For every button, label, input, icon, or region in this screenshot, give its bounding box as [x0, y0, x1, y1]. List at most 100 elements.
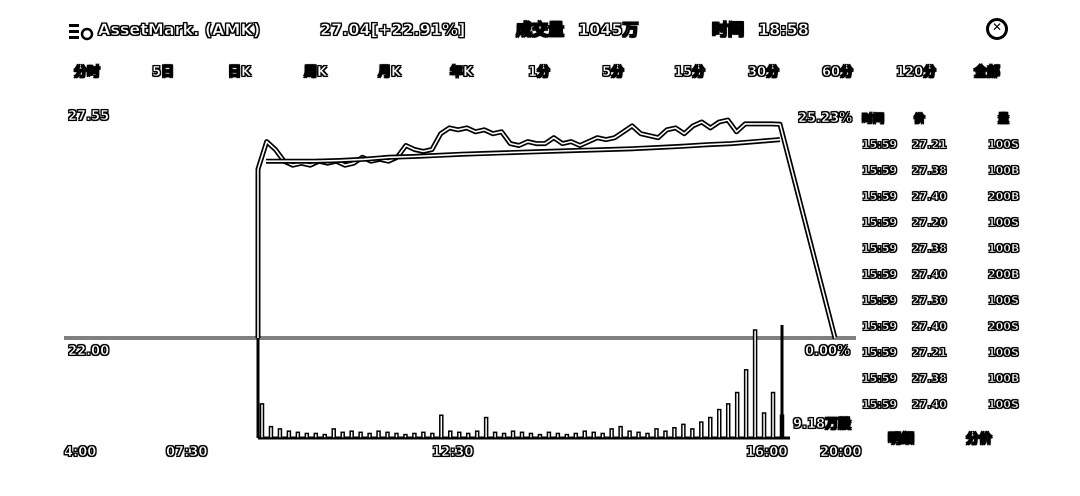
tab-2[interactable]: 日K: [228, 65, 252, 80]
volume-bar: [699, 421, 704, 439]
pct-high-label: 25.23%: [798, 111, 853, 126]
volume-bar: [456, 431, 462, 439]
volume-bar: [421, 431, 426, 439]
tab-trade-detail[interactable]: 明细: [888, 432, 915, 447]
x-tick-label-2: 12:30: [432, 445, 474, 460]
volume-bar: [537, 433, 543, 439]
volume-bar: [412, 432, 417, 439]
volume-bar: [367, 432, 372, 439]
volume-bar: [609, 428, 614, 439]
trade-time: 15:59: [862, 138, 898, 151]
price-high-label: 27.55: [68, 109, 110, 124]
trade-row: 15:59 27.40 100S: [858, 396, 1028, 418]
trade-row: 15:59 27.38 100B: [858, 370, 1028, 392]
tab-12[interactable]: 全部: [974, 65, 1001, 80]
trade-time: 15:59: [862, 372, 898, 385]
volume-bar: [394, 432, 399, 439]
volume-bar: [474, 430, 480, 439]
volume-bar: [672, 427, 677, 439]
volume-bar: [376, 430, 381, 439]
trade-row: 15:59 27.20 100S: [858, 214, 1028, 236]
average-series-line: [266, 138, 781, 162]
trade-header-time: 时间: [862, 112, 885, 125]
tab-10[interactable]: 60分: [822, 65, 854, 80]
trade-volume: 100S: [988, 216, 1019, 229]
trade-volume: 100S: [988, 294, 1019, 307]
trade-price: 27.38: [912, 164, 947, 177]
trade-price: 27.38: [912, 242, 947, 255]
trade-volume: 200B: [988, 190, 1020, 203]
stock-name: AssetMark. (AMK): [98, 20, 261, 39]
volume-bar: [313, 432, 319, 439]
trade-price: 27.21: [912, 346, 947, 359]
app-logo-icon: [69, 24, 94, 41]
period-tabs: 分时 5日 日K 周K 月K 年K 1分 5分 15分 30分 60分 120分 全部: [0, 65, 1001, 92]
tab-8[interactable]: 15分: [674, 65, 706, 80]
trade-time: 15:59: [862, 398, 898, 411]
trade-row: 15:59 27.40 200S: [858, 318, 1028, 340]
close-icon[interactable]: [986, 18, 1008, 40]
volume-bar: [690, 428, 695, 439]
volume-bar: [349, 430, 354, 439]
volume-bar: [636, 431, 641, 439]
volume-bar: [546, 431, 552, 439]
tab-5[interactable]: 年K: [450, 65, 474, 80]
volume-bar: [430, 432, 435, 439]
trade-time: 15:59: [862, 164, 898, 177]
tab-9[interactable]: 30分: [748, 65, 780, 80]
tab-price-distribution[interactable]: 分价: [966, 432, 993, 447]
x-tick-label-3: 16:00: [746, 445, 788, 460]
volume-bar: [734, 391, 740, 439]
trade-price: 27.20: [912, 216, 947, 229]
tab-0[interactable]: 分时: [74, 65, 101, 80]
volume-bar: [591, 431, 596, 439]
tab-3[interactable]: 周K: [304, 65, 328, 80]
time-value: 18:58: [758, 20, 810, 39]
volume-bar: [385, 431, 390, 439]
volume-bar: [259, 403, 265, 439]
tab-6[interactable]: 1分: [528, 65, 551, 80]
trade-price: 27.40: [912, 398, 947, 411]
volume-bar: [483, 416, 489, 439]
volume-bar: [654, 428, 659, 439]
tab-7[interactable]: 5分: [602, 65, 625, 80]
volume-bar: [564, 433, 570, 439]
tab-11[interactable]: 120分: [896, 65, 937, 80]
volume-bar: [627, 430, 632, 439]
volume-bar: [448, 430, 453, 439]
trade-row: 15:59 27.40 200B: [858, 188, 1028, 210]
volume-bar: [716, 408, 722, 439]
trade-time: 15:59: [862, 216, 898, 229]
volume-bar: [555, 432, 561, 439]
trade-row: 15:59 27.30 100S: [858, 292, 1028, 314]
volume-bar: [322, 433, 328, 439]
tab-1[interactable]: 5日: [152, 65, 175, 80]
volume-bar: [681, 423, 686, 439]
volume-bar: [770, 391, 776, 439]
trade-volume: 200S: [988, 320, 1019, 333]
trade-volume: 100B: [988, 372, 1020, 385]
trade-volume: 100S: [988, 138, 1019, 151]
trade-price: 27.38: [912, 372, 947, 385]
trade-price: 27.40: [912, 320, 947, 333]
volume-bar: [663, 430, 668, 439]
price-low-label: 22.00: [68, 344, 110, 359]
volume-scale-label: 9.18万股: [793, 417, 852, 432]
x-tick-label-4: 20:00: [820, 445, 862, 460]
trade-price: 27.40: [912, 268, 947, 281]
volume-bar: [618, 425, 623, 439]
volume-bar: [761, 412, 767, 439]
volume-label: 成交量: [516, 20, 565, 39]
volume-bar: [743, 369, 749, 439]
volume-bar: [582, 430, 588, 439]
trade-volume: 200B: [988, 268, 1020, 281]
volume-bar: [600, 432, 605, 439]
volume-bar: [304, 432, 310, 439]
volume-bar: [645, 432, 650, 439]
price-change: 27.04[+22.91%]: [320, 20, 466, 39]
trade-header-row: 时间 价 量: [858, 110, 1028, 132]
trade-price: 27.30: [912, 294, 947, 307]
trade-row: 15:59 27.21 100S: [858, 344, 1028, 366]
tab-4[interactable]: 月K: [378, 65, 402, 80]
volume-bar: [403, 433, 408, 439]
